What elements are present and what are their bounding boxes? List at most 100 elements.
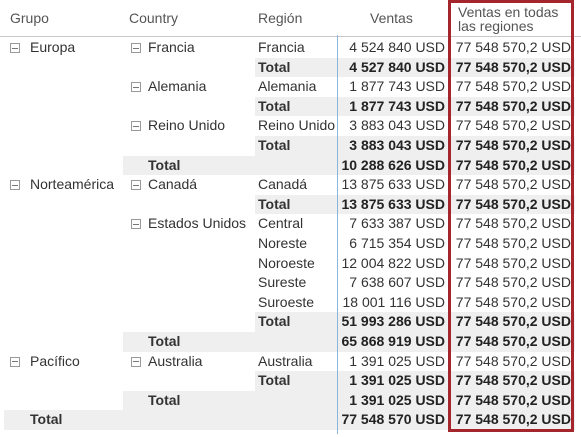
rowheader-separator <box>337 35 338 434</box>
country-label[interactable]: Reino Unido <box>148 117 226 134</box>
country-total-label: Total <box>148 333 181 349</box>
total-row-band <box>255 57 575 78</box>
ventas-value: 18 001 116 USD <box>342 293 445 310</box>
total-row-band <box>123 390 575 411</box>
total-row-band <box>255 194 575 215</box>
ventas-value: 1 391 025 USD <box>349 372 445 389</box>
header-grupo[interactable]: Grupo <box>10 10 49 26</box>
total-row-band <box>123 155 575 176</box>
region-label[interactable]: Suroeste <box>258 293 315 310</box>
ventas-todas-value: 77 548 570,2 USD <box>455 156 571 173</box>
country-label[interactable]: Australia <box>148 352 203 369</box>
region-total-label: Total <box>258 58 291 75</box>
collapse-grupo-icon[interactable] <box>10 43 20 53</box>
table-row: Total 1 877 743 USD 77 548 570,2 USD <box>0 96 581 117</box>
total-row-band <box>255 371 575 391</box>
total-row-band <box>4 410 575 430</box>
region-label[interactable]: Canadá <box>258 176 308 193</box>
ventas-value: 1 391 025 USD <box>349 391 445 408</box>
ventas-value: 77 548 570 USD <box>341 411 445 428</box>
ventas-value: 10 288 626 USD <box>341 156 445 173</box>
ventas-value: 4 527 840 USD <box>349 58 445 75</box>
ventas-value: 12 004 822 USD <box>341 254 445 271</box>
collapse-grupo-icon[interactable] <box>10 180 20 191</box>
ventas-todas-value: 77 548 570,2 USD <box>455 333 571 349</box>
table-row: Sureste 7 638 607 USD 77 548 570,2 USD <box>0 273 581 293</box>
region-label[interactable]: Noroeste <box>258 254 315 271</box>
header-country[interactable]: Country <box>129 10 179 26</box>
ventas-value: 65 868 919 USD <box>341 333 445 349</box>
ventas-todas-value: 77 548 570,2 USD <box>455 97 571 114</box>
ventas-todas-value: 77 548 570,2 USD <box>455 313 571 330</box>
ventas-todas-value: 77 548 570,2 USD <box>455 195 571 212</box>
ventas-value: 3 883 043 USD <box>349 137 445 153</box>
ventas-todas-value: 77 548 570,2 USD <box>455 117 571 134</box>
collapse-country-icon[interactable] <box>131 219 141 230</box>
region-label[interactable]: Alemania <box>258 78 317 95</box>
region-label[interactable]: Australia <box>258 352 313 369</box>
collapse-country-icon[interactable] <box>131 121 141 132</box>
total-row-band <box>255 312 575 332</box>
ventas-todas-value: 77 548 570,2 USD <box>455 176 571 193</box>
grupo-label[interactable]: Europa <box>30 39 76 55</box>
collapse-grupo-icon[interactable] <box>10 356 20 367</box>
ventas-todas-value: 77 548 570,2 USD <box>455 235 571 251</box>
table-row: Norteamérica Canadá Canadá 13 875 633 USD 77… <box>0 175 581 195</box>
ventas-todas-value: 77 548 570,2 USD <box>455 274 571 291</box>
ventas-todas-value: 77 548 570,2 USD <box>455 215 571 232</box>
region-label[interactable]: Sureste <box>258 274 307 291</box>
region-total-label: Total <box>258 195 291 212</box>
country-label[interactable]: Alemania <box>148 78 207 95</box>
table-row: Noreste 6 715 354 USD 77 548 570,2 USD <box>0 234 581 254</box>
ventas-todas-value: 77 548 570,2 USD <box>455 391 571 408</box>
table-row: Reino Unido Reino Unido 3 883 043 USD 77 54… <box>0 116 581 136</box>
header-ventas[interactable]: Ventas <box>370 10 413 26</box>
ventas-value: 3 883 043 USD <box>349 117 445 134</box>
ventas-value: 1 877 743 USD <box>349 97 445 114</box>
region-label[interactable]: Francia <box>258 39 305 55</box>
ventas-value: 13 875 633 USD <box>341 195 445 212</box>
grupo-label[interactable]: Norteamérica <box>30 176 115 193</box>
ventas-value: 1 391 025 USD <box>349 352 445 369</box>
header-ventas-todas[interactable]: Ventas en todas las regiones <box>458 0 558 42</box>
region-total-label: Total <box>258 372 291 389</box>
table-row: Estados Unidos Central 7 633 387 USD 77 548… <box>0 214 581 234</box>
ventas-value: 4 524 840 USD <box>349 39 445 55</box>
table-row: Total 4 527 840 USD 77 548 570,2 USD <box>0 57 581 78</box>
collapse-country-icon[interactable] <box>131 356 141 367</box>
country-label[interactable]: Estados Unidos <box>148 215 247 232</box>
ventas-todas-value: 77 548 570,2 USD <box>455 78 571 95</box>
header-divider <box>0 36 581 37</box>
table-row: Total 77 548 570 USD 77 548 570,2 USD <box>0 410 581 430</box>
country-label[interactable]: Francia <box>148 39 195 55</box>
region-total-label: Total <box>258 97 291 114</box>
table-row: Suroeste 18 001 116 USD 77 548 570,2 USD <box>0 293 581 313</box>
region-total-label: Total <box>258 137 291 153</box>
ventas-value: 13 875 633 USD <box>341 176 445 193</box>
header-ventas-todas-line1: Ventas en todas <box>458 4 559 20</box>
table-row: Total 65 868 919 USD 77 548 570,2 USD <box>0 332 581 352</box>
table-row: Total 10 288 626 USD 77 548 570,2 USD <box>0 155 581 176</box>
collapse-country-icon[interactable] <box>131 180 141 191</box>
ventas-todas-value: 77 548 570,2 USD <box>455 352 571 369</box>
region-label[interactable]: Noreste <box>258 235 308 251</box>
ventas-todas-value: 77 548 570,2 USD <box>455 254 571 271</box>
table-row: Total 13 875 633 USD 77 548 570,2 USD <box>0 194 581 215</box>
region-label[interactable]: Reino Unido <box>258 117 336 134</box>
collapse-country-icon[interactable] <box>131 43 141 53</box>
region-label[interactable]: Central <box>258 215 304 232</box>
total-row-band <box>255 96 575 117</box>
table-row: Noroeste 12 004 822 USD 77 548 570,2 USD <box>0 254 581 274</box>
country-total-label: Total <box>148 156 181 173</box>
header-region[interactable]: Región <box>258 10 303 26</box>
grupo-label[interactable]: Pacífico <box>30 352 80 369</box>
collapse-country-icon[interactable] <box>131 82 141 93</box>
header-ventas-todas-line2: las regiones <box>458 18 534 34</box>
country-label[interactable]: Canadá <box>148 176 198 193</box>
grand-total-label: Total <box>30 411 63 428</box>
ventas-todas-value: 77 548 570,2 USD <box>455 411 571 428</box>
table-row: Europa Francia Francia 4 524 840 USD 77 548 … <box>0 38 581 58</box>
total-row-band <box>255 136 575 156</box>
ventas-todas-value: 77 548 570,2 USD <box>455 137 571 153</box>
